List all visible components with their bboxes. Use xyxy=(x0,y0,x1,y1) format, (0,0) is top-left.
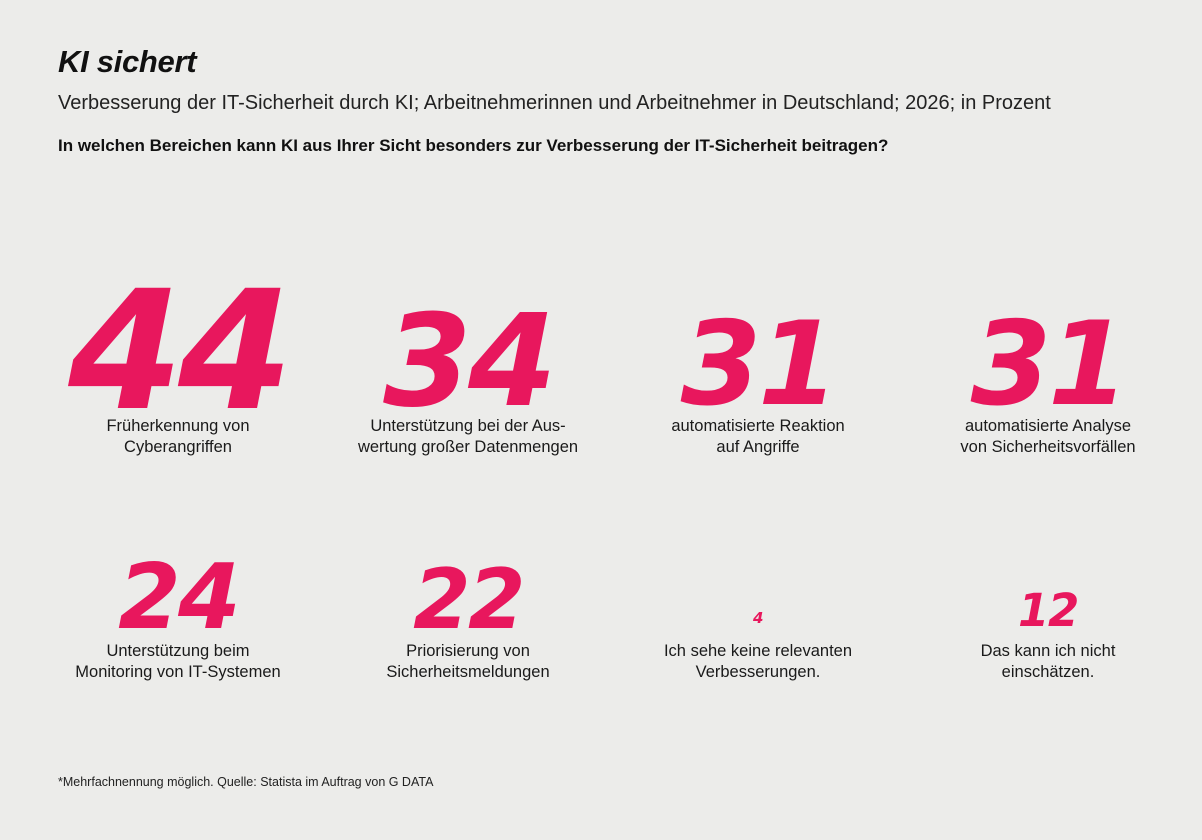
value-number: 31 xyxy=(680,297,839,433)
value-label: Früherkennung von Cyberangriffen xyxy=(106,417,250,456)
survey-question: In welchen Bereichen kann KI aus Ihrer S… xyxy=(58,136,889,155)
value-number: 4 xyxy=(753,609,763,628)
value-label: Das kann ich nicht einschätzen. xyxy=(980,642,1116,681)
value-number: 44 xyxy=(68,255,293,448)
value-number: 31 xyxy=(970,297,1129,433)
value-label: Priorisierung von Sicherheitsmeldungen xyxy=(386,642,550,681)
chart-subtitle: Verbesserung der IT-Sicherheit durch KI;… xyxy=(58,92,1051,114)
value-number: 24 xyxy=(118,544,241,650)
value-label: Unterstützung beim Monitoring von IT-Sys… xyxy=(75,642,281,681)
value-label: Ich sehe keine relevanten Verbesserungen… xyxy=(663,642,853,681)
value-number: 34 xyxy=(383,287,557,436)
value-number: 12 xyxy=(1018,583,1079,637)
value-label: automatisierte Analyse von Sicherheitsvo… xyxy=(960,417,1136,456)
value-label: automatisierte Reaktion auf Angriffe xyxy=(671,417,845,456)
chart-title: KI sichert xyxy=(58,44,197,79)
value-number: 22 xyxy=(413,551,525,648)
value-label: Unterstützung bei der Aus- wertung große… xyxy=(357,417,579,456)
footnote: *Mehrfachnennung möglich. Quelle: Statis… xyxy=(58,775,434,789)
